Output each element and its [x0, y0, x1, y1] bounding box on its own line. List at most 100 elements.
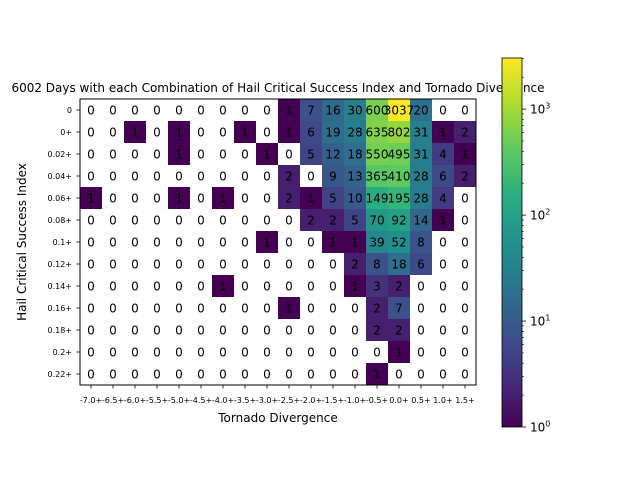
cell-value-label: 0: [307, 324, 315, 338]
cell-value-label: 0: [241, 214, 249, 228]
heatmap-cell: [366, 231, 389, 254]
heatmap-cell: [388, 209, 411, 232]
y-tick-label: 0.16+: [47, 304, 72, 313]
chart-title: 6002 Days with each Combination of Hail …: [11, 81, 544, 95]
heatmap-cell: [190, 165, 213, 188]
cell-value-label: 1: [395, 346, 403, 360]
heatmap-cell: [80, 275, 103, 298]
heatmap-cell: [256, 275, 279, 298]
heatmap-cell: [190, 209, 213, 232]
heatmap-cell: [190, 297, 213, 320]
cell-value-label: 0: [87, 148, 95, 162]
heatmap-cell: [344, 363, 367, 386]
cell-value-label: 0: [461, 280, 469, 294]
heatmap-cell: [168, 297, 191, 320]
cell-value-label: 0: [263, 302, 271, 316]
heatmap-cell: [80, 143, 103, 166]
heatmap-cell: [366, 187, 389, 210]
cell-value-label: 1: [87, 192, 95, 206]
cell-value-label: 0: [131, 170, 139, 184]
cell-value-label: 0: [153, 280, 161, 294]
cell-value-label: 28: [413, 192, 428, 206]
heatmap-cell: [432, 165, 455, 188]
cell-value-label: 10: [347, 192, 362, 206]
heatmap-cell: [322, 253, 345, 276]
heatmap-cell: [234, 121, 257, 144]
heatmap-cell: [212, 165, 235, 188]
heatmap-cell: [234, 99, 257, 122]
cell-value-label: 0: [263, 192, 271, 206]
heatmap-cell: [344, 341, 367, 364]
cell-value-label: 6: [307, 126, 315, 140]
heatmap-cell: [344, 253, 367, 276]
heatmap-cell: [322, 187, 345, 210]
cell-value-label: 0: [153, 302, 161, 316]
heatmap-cell: [168, 121, 191, 144]
heatmap-cell: [344, 231, 367, 254]
heatmap-cell: [300, 275, 323, 298]
x-tick-label: -1.0+: [344, 396, 366, 405]
cell-value-label: 0: [109, 280, 117, 294]
heatmap-cell: [278, 209, 301, 232]
heatmap-cell: [388, 165, 411, 188]
heatmap-cell: [80, 187, 103, 210]
heatmap-cell: [102, 231, 125, 254]
heatmap-cell: [256, 319, 279, 342]
heatmap-cell: [146, 99, 169, 122]
cell-value-label: 0: [87, 324, 95, 338]
cell-value-label: 1: [461, 148, 469, 162]
cell-value-label: 0: [417, 346, 425, 360]
heatmap-cell: [344, 143, 367, 166]
heatmap-cell: [410, 99, 433, 122]
heatmap-cell: [454, 341, 477, 364]
heatmap-cell: [366, 121, 389, 144]
cell-value-label: 0: [197, 368, 205, 382]
heatmap-cell: [168, 187, 191, 210]
heatmap-cell: [256, 253, 279, 276]
cell-value-label: 5: [351, 214, 359, 228]
heatmap-cell: [190, 231, 213, 254]
heatmap-cell: [322, 363, 345, 386]
heatmap-cell: [454, 187, 477, 210]
cell-value-label: 0: [197, 346, 205, 360]
heatmap-cell: [432, 99, 455, 122]
cell-value-label: 0: [153, 324, 161, 338]
cell-value-label: 0: [307, 170, 315, 184]
cell-value-label: 600: [366, 104, 389, 118]
heatmap-cell: [454, 363, 477, 386]
cell-value-label: 0: [109, 192, 117, 206]
heatmap-cell: [146, 187, 169, 210]
cell-value-label: 4: [439, 192, 447, 206]
cell-value-label: 0: [329, 280, 337, 294]
cell-value-label: 2: [373, 324, 381, 338]
heatmap-cell: [124, 209, 147, 232]
heatmap-cell: [344, 165, 367, 188]
heatmap-cell: [146, 121, 169, 144]
heatmap-cell: [366, 363, 389, 386]
cell-value-label: 0: [153, 126, 161, 140]
heatmap-cell: [388, 253, 411, 276]
cell-value-label: 0: [263, 368, 271, 382]
cell-value-label: 92: [391, 214, 406, 228]
heatmap-cell: [124, 319, 147, 342]
cell-value-label: 0: [417, 368, 425, 382]
cell-value-label: 2: [285, 170, 293, 184]
cell-value-label: 39: [369, 236, 384, 250]
heatmap-cell: [388, 275, 411, 298]
cell-value-label: 0: [241, 104, 249, 118]
y-tick-label: 0.18+: [47, 326, 72, 335]
heatmap-cell: [190, 275, 213, 298]
cell-value-label: 28: [413, 170, 428, 184]
cell-value-label: 0: [109, 126, 117, 140]
cell-value-label: 0: [131, 192, 139, 206]
cell-value-label: 1: [351, 280, 359, 294]
heatmap-cell: [278, 319, 301, 342]
cell-value-label: 0: [131, 368, 139, 382]
cell-value-label: 6: [417, 258, 425, 272]
cell-value-label: 1: [263, 236, 271, 250]
cell-value-label: 0: [417, 302, 425, 316]
heatmap-cell: [190, 253, 213, 276]
colorbar-tick-label: 101: [530, 314, 550, 329]
cell-value-label: 0: [153, 104, 161, 118]
y-axis-ticks: 0 0+ 0.02+ 0.04+ 0.06+ 0.08+ 0.1+ 0.12+ 0.14+ 0.1…: [47, 106, 80, 379]
